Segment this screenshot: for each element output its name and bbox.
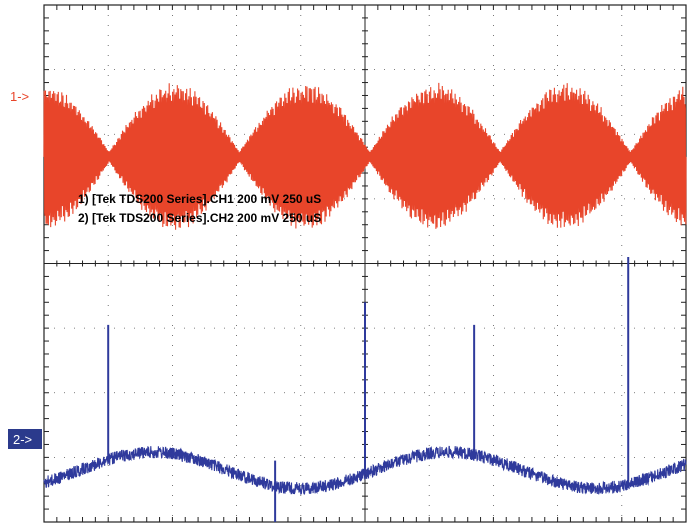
legend-ch2: 2) [Tek TDS200 Series].CH2 200 mV 250 uS xyxy=(78,211,321,225)
ch1-trace xyxy=(43,82,687,230)
ch2-marker: 2-> xyxy=(8,429,42,449)
graticule xyxy=(43,4,687,523)
legend: 1) [Tek TDS200 Series].CH1 200 mV 250 uS… xyxy=(78,192,321,225)
ch1-waveform xyxy=(43,82,687,230)
ch1-marker-label: 1-> xyxy=(10,89,29,104)
ch2-waveform xyxy=(43,257,687,522)
legend-ch1: 1) [Tek TDS200 Series].CH1 200 mV 250 uS xyxy=(78,192,321,206)
ch2-marker-badge xyxy=(8,429,42,449)
ch2-marker-label: 2-> xyxy=(13,432,32,447)
ch1-marker: 1-> xyxy=(10,89,29,104)
